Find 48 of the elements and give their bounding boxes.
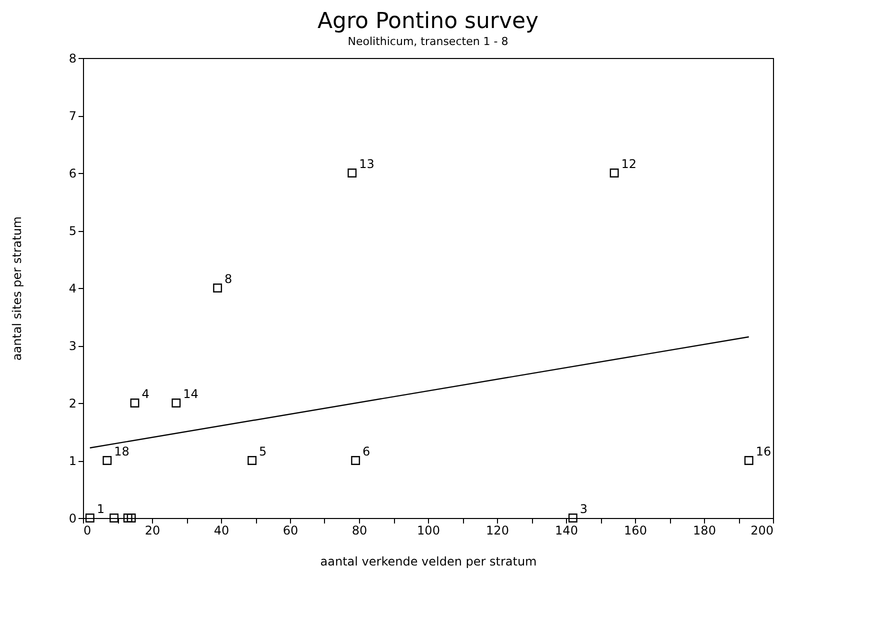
annotation: 13 [359,157,374,171]
x-tick-label: 80 [352,524,368,538]
annotation: 3 [580,502,588,516]
annotation: 18 [114,444,130,458]
chart-subtitle: Neolithicum, transecten 1 - 8 [348,35,508,48]
x-tick-label: 160 [624,524,647,538]
point [130,398,140,408]
x-tick-label: 140 [555,524,578,538]
point [126,514,136,522]
x-tick-label: 100 [417,524,440,538]
y-tick-label: 4 [68,282,76,296]
annotation: 14 [183,387,198,401]
y-tick-label: 7 [68,109,76,123]
annotation: 6 [362,444,370,458]
x-tick-label: 0 [84,524,92,538]
y-tick-label: 0 [68,512,76,526]
x-tick-label: 180 [693,524,716,538]
chart-title: Agro Pontino survey [317,9,539,34]
annotation: 4 [142,387,150,401]
y-tick-label: 3 [68,339,76,353]
annotation: 1 [96,502,105,516]
y-tick-label: 6 [68,166,76,180]
x-tick-label: 20 [144,524,160,538]
y-tick-label: 2 [68,396,76,410]
y-tick-label: 5 [68,224,76,238]
point [248,456,257,465]
x-tick-label: 120 [486,524,509,538]
x-tick-label: 40 [214,524,230,538]
point [110,514,119,522]
x-axis-title: aantal verkende velden per stratum [320,554,537,568]
annotation: 8 [224,272,232,286]
point [123,514,132,522]
y-tick-label: 1 [68,454,76,468]
annotation: 12 [621,157,637,171]
point [610,168,619,178]
annotation: 5 [259,444,267,458]
x-tick-label: 60 [282,524,298,538]
point [102,456,112,465]
x-tick-label: 200 [750,524,774,538]
y-axis-title: aantal sites per stratum [10,216,24,361]
point [568,514,578,522]
point [172,398,181,408]
annotation: 16 [756,444,772,458]
point [351,456,360,465]
point [213,284,222,292]
point [744,456,754,465]
point [348,168,357,178]
y-tick-label: 8 [68,52,76,66]
